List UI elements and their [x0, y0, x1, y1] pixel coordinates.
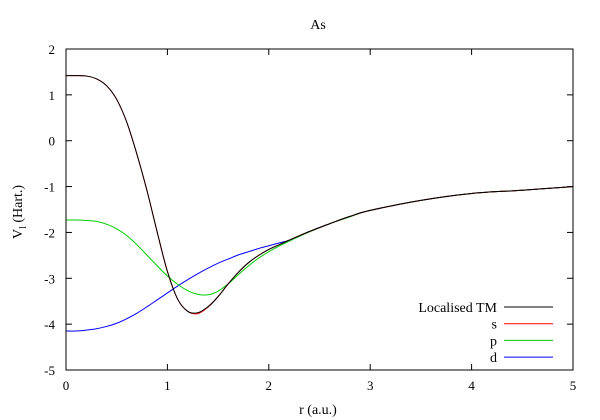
y-tick-labels: -5 -4 -3 -2 -1 0 1 2: [44, 42, 55, 378]
y-axis-label-rest: (Hart.): [11, 185, 26, 227]
x-tick-label: 0: [63, 378, 70, 393]
series-line-s: [65, 75, 574, 315]
plot-lines: [65, 75, 574, 332]
y-axis-label: Vl (Hart.): [11, 185, 29, 239]
y-tick-label: -4: [44, 317, 55, 332]
legend-label: s: [492, 318, 497, 333]
x-tick-label: 3: [367, 378, 374, 393]
series-line-p: [65, 186, 574, 296]
x-tick-label: 4: [468, 378, 475, 393]
x-tick-label: 1: [164, 378, 171, 393]
y-tick-label: -1: [44, 180, 55, 195]
legend: Localised TM spd: [418, 301, 553, 366]
y-tick-label: -5: [44, 363, 55, 378]
series-line-localised-tm: [65, 75, 574, 314]
x-axis-label: r (a.u.): [299, 403, 337, 418]
y-tick-label: -3: [44, 271, 55, 286]
y-tick-label: 1: [49, 88, 56, 103]
x-tick-label: 2: [266, 378, 273, 393]
plot-frame: [65, 48, 574, 371]
x-tick-label: 5: [570, 378, 577, 393]
y-tick-label: -2: [44, 225, 55, 240]
legend-label: p: [490, 334, 497, 349]
y-axis-label-sub: l: [18, 226, 29, 229]
y-tick-label: 0: [49, 134, 56, 149]
legend-label: d: [490, 351, 497, 366]
legend-label: Localised TM: [418, 301, 497, 316]
chart-title: As: [310, 18, 326, 33]
y-axis-label-main: V: [11, 229, 26, 239]
x-tick-labels: 0 1 2 3 4 5: [63, 378, 577, 393]
y-tick-label: 2: [49, 42, 56, 57]
